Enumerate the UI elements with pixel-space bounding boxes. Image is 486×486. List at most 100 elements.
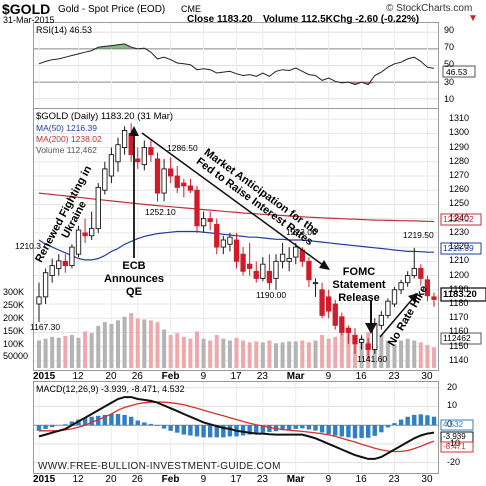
- volume-bar: [267, 340, 272, 368]
- candle-body: [424, 279, 431, 297]
- volume-bar: [102, 322, 107, 368]
- change-readout: Chg -2.60 (-0.22%): [333, 14, 420, 25]
- x-axis-label-bottom: 9: [200, 474, 207, 485]
- volume-bars: [37, 313, 436, 368]
- macd-label: MACD(12,26,9) -3.939, -8.471, 4.532: [36, 384, 185, 394]
- macd-line-badge: -3.939: [443, 432, 466, 441]
- x-axis-label: 30: [421, 371, 433, 382]
- price-tick: 1220: [449, 241, 470, 252]
- volume-bar: [56, 337, 61, 368]
- macd-histogram-bar: [201, 425, 206, 438]
- candle-body: [115, 144, 121, 163]
- macd-tick: 20: [447, 381, 458, 392]
- macd-histogram-bar: [188, 425, 193, 436]
- price-tick: 1140: [449, 354, 469, 365]
- legend-volume: Volume 112,462: [36, 145, 97, 155]
- volume-bar: [96, 325, 101, 368]
- macd-histogram-bar: [333, 425, 338, 436]
- macd-histogram-bar: [109, 413, 114, 426]
- macd-histogram-bar: [207, 425, 213, 438]
- volume-tick: 150K: [3, 326, 25, 336]
- macd-histogram-bar: [175, 425, 180, 433]
- macd-lines: [36, 396, 437, 460]
- macd-histogram-bar: [155, 425, 160, 426]
- candle-body: [286, 258, 292, 262]
- label-1219: 1219.50: [403, 230, 434, 240]
- volume-bar: [122, 316, 127, 368]
- macd-histogram-bar: [161, 425, 167, 429]
- price-tick: 1310: [449, 113, 470, 124]
- macd-histogram-bar: [339, 425, 345, 437]
- candle-body: [82, 232, 88, 237]
- candle-body: [200, 218, 207, 227]
- site-watermark: WWW.FREE-BULLION-INVESTMENT-GUIDE.COM: [38, 461, 281, 472]
- label-1252: 1252.10: [145, 207, 176, 217]
- macd-histogram-bar: [385, 425, 391, 428]
- volume-bar: [83, 331, 88, 368]
- macd-histogram-bar: [115, 413, 121, 426]
- macd-hist-badge: 4.532: [443, 420, 464, 429]
- stockcharts-brand: © StockCharts.com: [386, 3, 473, 14]
- volume-bar: [346, 331, 351, 368]
- x-axis-label-bottom: 9: [325, 474, 332, 485]
- macd-histogram-bar: [418, 414, 424, 426]
- volume-bar: [306, 342, 311, 368]
- candle-body: [56, 260, 62, 269]
- macd-histogram-bar: [247, 425, 252, 435]
- volume-bar: [175, 333, 180, 368]
- rsi-oversold-fill: [39, 82, 434, 85]
- macd-histogram-bar: [293, 425, 298, 429]
- label-1223: 1223.00: [286, 227, 317, 237]
- volume-bar: [359, 337, 364, 368]
- symbol-title: $GOLD: [2, 1, 51, 17]
- x-axis-label-bottom: 23: [256, 474, 268, 485]
- candle-body: [49, 265, 55, 277]
- volume-bar: [69, 335, 74, 368]
- volume-bar: [280, 342, 285, 368]
- candle-body: [391, 289, 398, 305]
- macd-tick: -20: [447, 456, 461, 467]
- volume-bar: [293, 341, 298, 368]
- price-tick: 1300: [449, 127, 470, 138]
- candle-body: [306, 260, 312, 281]
- price-tick: 1250: [449, 198, 470, 209]
- ma200-badge: 1238.02: [443, 214, 474, 224]
- candle-body: [214, 223, 220, 248]
- rsi-tick-70: 70: [444, 42, 455, 52]
- volume-bar: [50, 336, 55, 368]
- price-tick: 1230: [449, 226, 470, 237]
- x-axis-label: 16: [355, 371, 367, 382]
- volume-bar: [432, 347, 436, 368]
- macd-histogram-bar: [346, 425, 351, 438]
- rsi-tick-10: 10: [444, 94, 455, 104]
- volume-bar: [399, 340, 404, 368]
- price-tick: 1190: [449, 283, 469, 294]
- x-axis-label: 26: [131, 371, 143, 382]
- rsi-series: [38, 43, 435, 86]
- volume-bar: [227, 340, 232, 368]
- x-axis-label: Mar: [286, 371, 305, 382]
- x-axis-label-bottom: 12: [72, 474, 84, 485]
- volume-bar: [300, 340, 305, 368]
- candle-body: [89, 228, 95, 237]
- macd-histogram-bar: [392, 423, 397, 426]
- rsi-tick-30: 30: [444, 77, 455, 87]
- x-axis-label-bottom: 23: [388, 474, 400, 485]
- volume-bar: [201, 338, 206, 368]
- price-tick: 1160: [449, 326, 469, 337]
- candle-body: [141, 147, 147, 166]
- x-axis-label-bottom: Feb: [161, 474, 180, 485]
- macd-histogram-bar: [267, 425, 272, 432]
- x-axis-label: 2015: [33, 371, 56, 382]
- macd-tick: 10: [447, 400, 458, 411]
- candle-body: [227, 236, 233, 245]
- volume-bar: [412, 340, 417, 368]
- candle-body: [95, 186, 101, 230]
- candle-body: [102, 168, 108, 191]
- candle-body: [187, 185, 194, 191]
- x-axis-label: 20: [105, 371, 117, 382]
- label-1286: 1286.50: [167, 143, 198, 153]
- x-axis-label-bottom: 16: [355, 474, 367, 485]
